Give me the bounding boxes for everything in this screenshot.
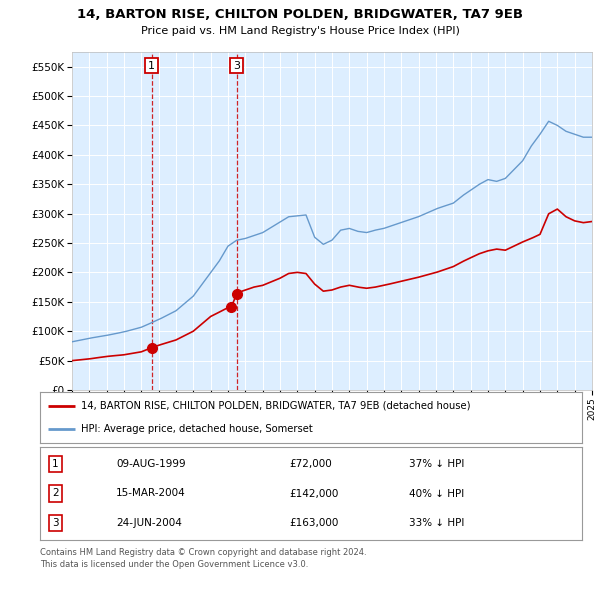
Text: 33% ↓ HPI: 33% ↓ HPI [409,518,464,528]
Text: 40% ↓ HPI: 40% ↓ HPI [409,489,464,499]
Text: 37% ↓ HPI: 37% ↓ HPI [409,459,464,468]
Text: 24-JUN-2004: 24-JUN-2004 [116,518,182,528]
Text: 3: 3 [233,61,240,71]
Text: £142,000: £142,000 [289,489,338,499]
Text: Price paid vs. HM Land Registry's House Price Index (HPI): Price paid vs. HM Land Registry's House … [140,26,460,36]
Text: 2: 2 [52,489,58,499]
Text: £72,000: £72,000 [289,459,332,468]
Text: Contains HM Land Registry data © Crown copyright and database right 2024.: Contains HM Land Registry data © Crown c… [40,548,367,557]
Text: 3: 3 [52,518,58,528]
Text: This data is licensed under the Open Government Licence v3.0.: This data is licensed under the Open Gov… [40,560,308,569]
Text: 14, BARTON RISE, CHILTON POLDEN, BRIDGWATER, TA7 9EB: 14, BARTON RISE, CHILTON POLDEN, BRIDGWA… [77,8,523,21]
Text: 1: 1 [148,61,155,71]
Text: 1: 1 [52,459,58,468]
Text: HPI: Average price, detached house, Somerset: HPI: Average price, detached house, Some… [80,424,313,434]
Text: £163,000: £163,000 [289,518,338,528]
Text: 14, BARTON RISE, CHILTON POLDEN, BRIDGWATER, TA7 9EB (detached house): 14, BARTON RISE, CHILTON POLDEN, BRIDGWA… [80,401,470,411]
Text: 09-AUG-1999: 09-AUG-1999 [116,459,185,468]
Text: 15-MAR-2004: 15-MAR-2004 [116,489,185,499]
